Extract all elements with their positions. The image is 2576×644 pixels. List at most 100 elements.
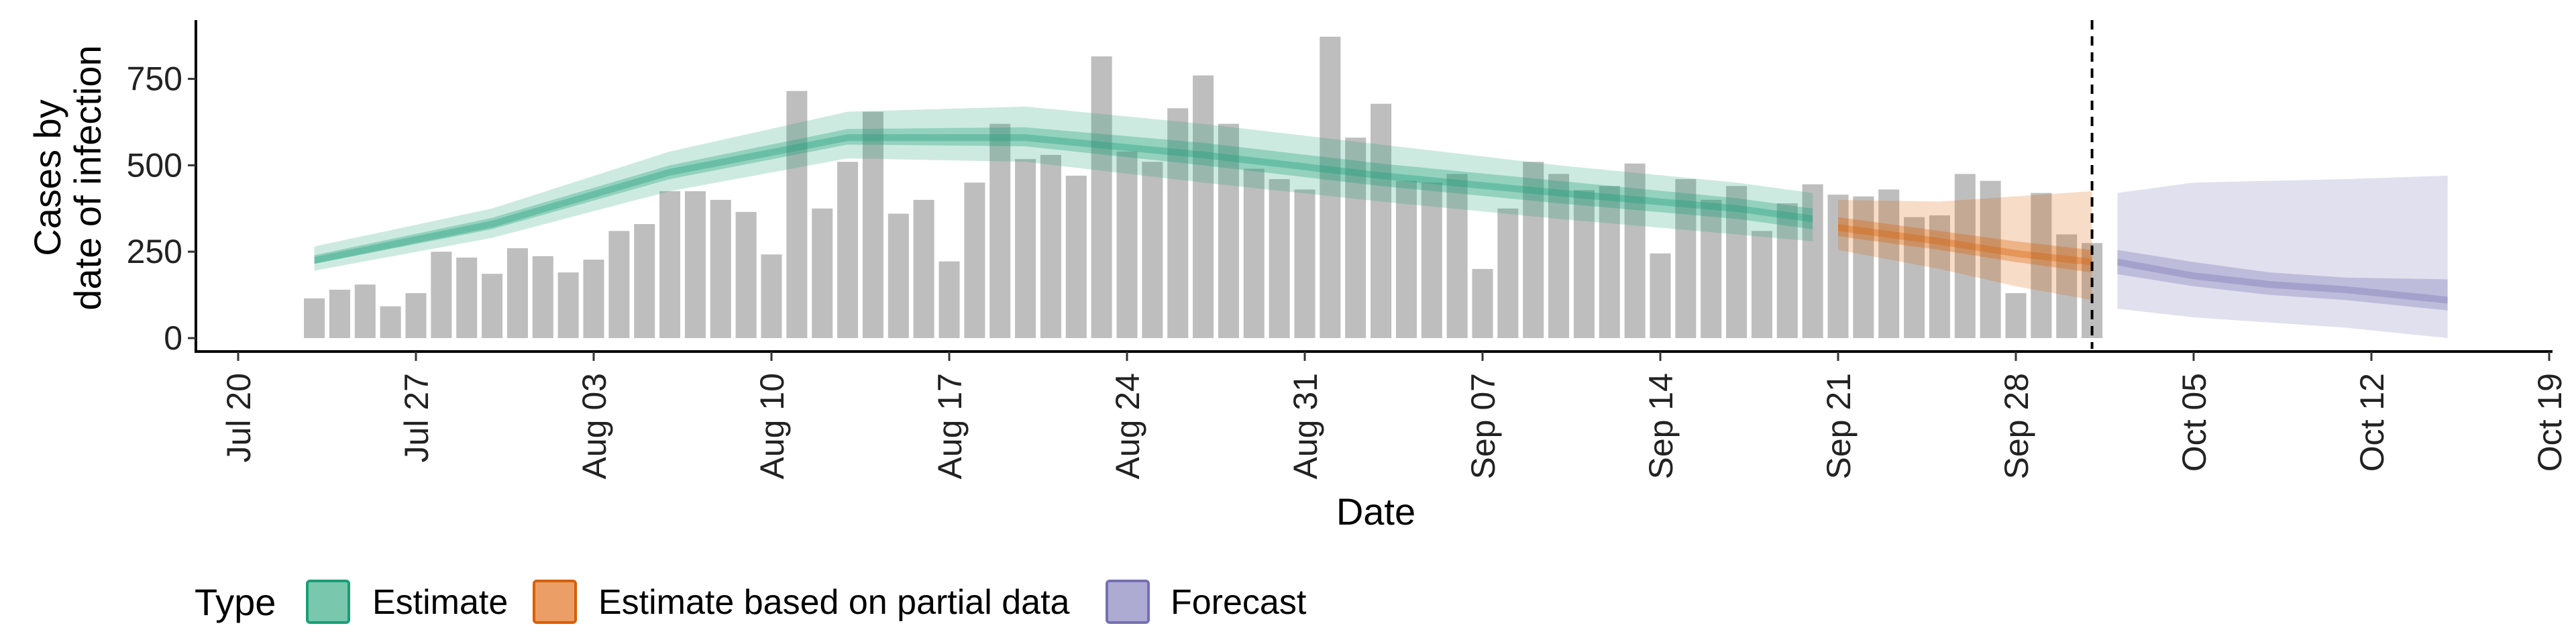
x-tick-label-9: Sep 14 bbox=[1642, 373, 1680, 479]
forecast-outer-band bbox=[2117, 175, 2448, 338]
x-tick-label-7: Aug 31 bbox=[1287, 373, 1324, 479]
case-bar-65 bbox=[1929, 215, 1950, 338]
case-bar-37 bbox=[1218, 123, 1239, 338]
case-bar-17 bbox=[710, 199, 731, 338]
case-bar-68 bbox=[2005, 293, 2027, 338]
case-bar-62 bbox=[1853, 196, 1874, 338]
case-bar-71 bbox=[2082, 243, 2103, 338]
case-bar-70 bbox=[2056, 234, 2078, 338]
y-axis-title-line-1: Cases by bbox=[26, 99, 68, 256]
case-bar-32 bbox=[1091, 56, 1112, 338]
case-bar-15 bbox=[659, 191, 681, 338]
case-bar-13 bbox=[608, 231, 630, 338]
case-bar-30 bbox=[1040, 154, 1061, 338]
legend-label-estimate: Estimate bbox=[372, 583, 508, 622]
x-tick-label-11: Sep 28 bbox=[1998, 373, 2035, 479]
x-tick-label-4: Aug 10 bbox=[753, 373, 791, 479]
legend-label-forecast: Forecast bbox=[1171, 583, 1307, 622]
case-bar-45 bbox=[1421, 182, 1442, 338]
case-bar-56 bbox=[1701, 199, 1722, 338]
case-bar-46 bbox=[1446, 174, 1468, 338]
case-bar-35 bbox=[1167, 108, 1189, 338]
case-bar-57 bbox=[1726, 186, 1748, 338]
case-bar-18 bbox=[735, 211, 757, 338]
case-bar-12 bbox=[583, 260, 604, 338]
x-tick-label-14: Oct 19 bbox=[2531, 373, 2569, 472]
case-bar-51 bbox=[1573, 190, 1595, 338]
y-tick-label-750: 750 bbox=[127, 60, 182, 98]
case-bar-61 bbox=[1827, 195, 1849, 338]
case-bar-33 bbox=[1116, 151, 1138, 339]
case-bar-38 bbox=[1243, 168, 1265, 338]
x-tick-label-10: Sep 21 bbox=[1820, 373, 1858, 479]
y-tick-label-500: 500 bbox=[127, 146, 182, 184]
case-bar-60 bbox=[1802, 184, 1823, 338]
case-bar-19 bbox=[761, 254, 782, 338]
partial-estimate-median-band bbox=[1838, 224, 2092, 266]
case-bar-1 bbox=[304, 298, 325, 338]
case-bar-28 bbox=[989, 123, 1011, 338]
estimate-inner-band bbox=[314, 127, 1813, 264]
case-bar-59 bbox=[1776, 203, 1798, 338]
axes: 0 250 500 750 Jul 20 Jul 27 Aug 03 Aug 10 Aug 17… bbox=[127, 20, 2569, 479]
case-bar-21 bbox=[812, 208, 833, 338]
case-bar-5 bbox=[405, 293, 427, 338]
case-bar-11 bbox=[557, 272, 579, 338]
case-bar-69 bbox=[2031, 193, 2052, 338]
case-bar-20 bbox=[786, 91, 808, 338]
case-bar-6 bbox=[431, 252, 452, 338]
case-bar-39 bbox=[1269, 179, 1290, 338]
case-bar-29 bbox=[1015, 159, 1036, 339]
partial-estimate-inner-band bbox=[1838, 217, 2092, 273]
case-bar-43 bbox=[1371, 103, 1392, 338]
case-bar-55 bbox=[1675, 179, 1697, 338]
estimate-median-band bbox=[314, 134, 1813, 264]
case-bar-63 bbox=[1878, 189, 1900, 338]
case-bar-54 bbox=[1650, 253, 1671, 338]
case-bar-64 bbox=[1904, 217, 1925, 338]
case-bar-50 bbox=[1548, 174, 1570, 338]
y-tick-label-0: 0 bbox=[164, 319, 182, 357]
legend-key-estimate bbox=[306, 580, 350, 624]
y-axis-title-line-2: date of infection bbox=[66, 45, 109, 310]
legend-label-partial: Estimate based on partial data bbox=[598, 583, 1070, 622]
case-bar-31 bbox=[1065, 175, 1087, 338]
case-bar-3 bbox=[354, 284, 376, 338]
case-bar-41 bbox=[1320, 36, 1341, 338]
case-bar-9 bbox=[506, 248, 528, 338]
case-bar-34 bbox=[1142, 162, 1163, 338]
case-bar-24 bbox=[888, 213, 909, 338]
case-bar-27 bbox=[964, 182, 985, 338]
x-tick-label-1: Jul 20 bbox=[220, 373, 258, 462]
case-bar-67 bbox=[1980, 180, 2001, 338]
case-bar-10 bbox=[532, 256, 553, 338]
forecast-inner-band bbox=[2117, 250, 2448, 311]
x-tick-label-12: Oct 05 bbox=[2176, 373, 2213, 472]
case-bar-40 bbox=[1294, 189, 1316, 338]
case-bar-42 bbox=[1345, 138, 1366, 338]
case-bar-16 bbox=[684, 191, 706, 338]
legend: Type Estimate Estimate based on partial … bbox=[195, 580, 1307, 624]
case-bar-8 bbox=[482, 274, 503, 338]
x-axis-title: Date bbox=[1336, 490, 1415, 533]
legend-title: Type bbox=[195, 581, 276, 623]
x-tick-label-2: Jul 27 bbox=[398, 373, 435, 462]
case-bar-2 bbox=[329, 289, 350, 338]
partial-estimate-outer-band bbox=[1838, 191, 2092, 301]
case-bar-14 bbox=[634, 223, 655, 338]
x-tick-label-3: Aug 03 bbox=[576, 373, 613, 479]
case-bar-58 bbox=[1751, 231, 1772, 338]
case-bar-22 bbox=[837, 162, 859, 338]
forecast-median-band bbox=[2117, 258, 2448, 304]
x-tick-label-6: Aug 24 bbox=[1109, 373, 1146, 479]
legend-key-forecast bbox=[1106, 580, 1150, 624]
x-tick-label-5: Aug 17 bbox=[931, 373, 969, 479]
case-bar-53 bbox=[1624, 163, 1646, 338]
case-bar-48 bbox=[1497, 208, 1519, 338]
case-bar-66 bbox=[1954, 174, 1976, 338]
case-bar-26 bbox=[938, 261, 960, 338]
x-tick-label-13: Oct 12 bbox=[2353, 373, 2391, 472]
case-bar-4 bbox=[380, 306, 401, 338]
case-bar-7 bbox=[456, 257, 478, 338]
